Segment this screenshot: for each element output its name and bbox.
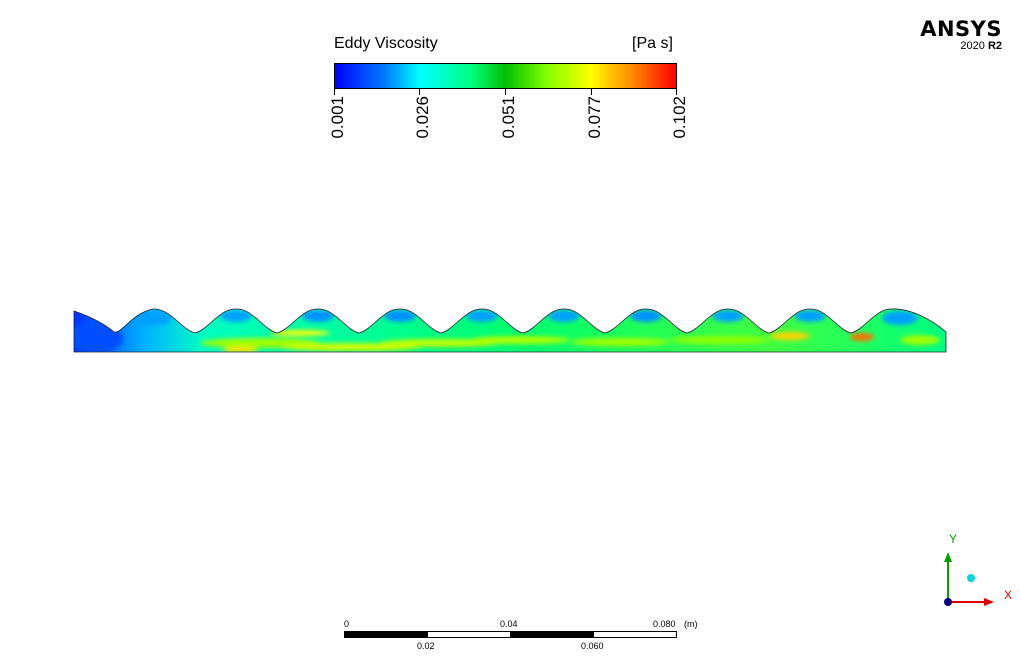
x-arrow-icon [984,598,994,606]
x-axis-label: X [1004,588,1013,602]
scale-segment [510,631,594,638]
scale-segment [593,631,677,638]
scale-segment [427,631,511,638]
scale-bar: 0 0.04 0.080 (m) 0.02 0.060 [344,619,698,659]
version-year: 2020 [960,40,985,52]
scale-label: 0.02 [417,641,435,651]
scale-label: 0.080 [653,619,676,629]
contour-field [74,308,946,352]
scale-unit: (m) [684,619,698,629]
y-arrow-icon [944,552,952,562]
scale-label: 0.060 [581,641,604,651]
z-axis-icon [967,574,975,582]
legend-tick [334,89,335,95]
origin-icon [944,598,952,606]
legend-tick [419,89,420,95]
scale-segment [344,631,428,638]
y-axis-label: Y [949,532,958,546]
version-release: R2 [987,40,1002,52]
legend-tick [505,89,506,95]
legend-units: [Pa s] [632,35,673,52]
brand-version: 2020 R2 [920,40,1002,52]
color-legend-bar [334,63,677,89]
scale-label: 0.04 [500,619,518,629]
legend-tick [591,89,592,95]
scale-label: 0 [344,619,350,629]
domain-outline [73,308,947,353]
ansys-logo: ANSYS 2020 R2 [920,18,1002,52]
axis-triad-graphic [944,552,994,606]
axis-triad: Y X [936,530,1016,610]
brand-name: ANSYS [920,17,1002,41]
legend-title: Eddy Viscosity [334,35,438,52]
legend-tick [676,89,677,95]
